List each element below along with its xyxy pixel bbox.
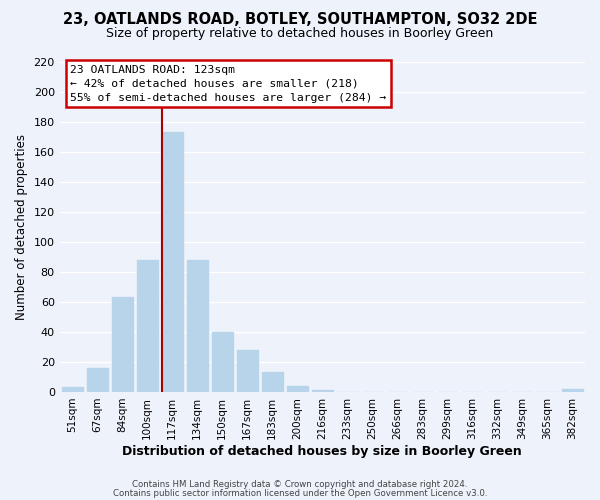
Bar [312, 390, 333, 392]
Text: Contains HM Land Registry data © Crown copyright and database right 2024.: Contains HM Land Registry data © Crown c… [132, 480, 468, 489]
Bar [262, 372, 283, 392]
Text: 23 OATLANDS ROAD: 123sqm
← 42% of detached houses are smaller (218)
55% of semi-: 23 OATLANDS ROAD: 123sqm ← 42% of detach… [70, 65, 386, 103]
Text: Contains public sector information licensed under the Open Government Licence v3: Contains public sector information licen… [113, 488, 487, 498]
Bar [187, 260, 208, 392]
Bar [562, 389, 583, 392]
Bar [112, 298, 133, 392]
Y-axis label: Number of detached properties: Number of detached properties [15, 134, 28, 320]
Bar [161, 132, 183, 392]
Bar [287, 386, 308, 392]
Bar [137, 260, 158, 392]
Bar [86, 368, 108, 392]
X-axis label: Distribution of detached houses by size in Boorley Green: Distribution of detached houses by size … [122, 444, 522, 458]
Text: 23, OATLANDS ROAD, BOTLEY, SOUTHAMPTON, SO32 2DE: 23, OATLANDS ROAD, BOTLEY, SOUTHAMPTON, … [63, 12, 537, 28]
Bar [236, 350, 258, 392]
Text: Size of property relative to detached houses in Boorley Green: Size of property relative to detached ho… [106, 28, 494, 40]
Bar [62, 388, 83, 392]
Bar [212, 332, 233, 392]
